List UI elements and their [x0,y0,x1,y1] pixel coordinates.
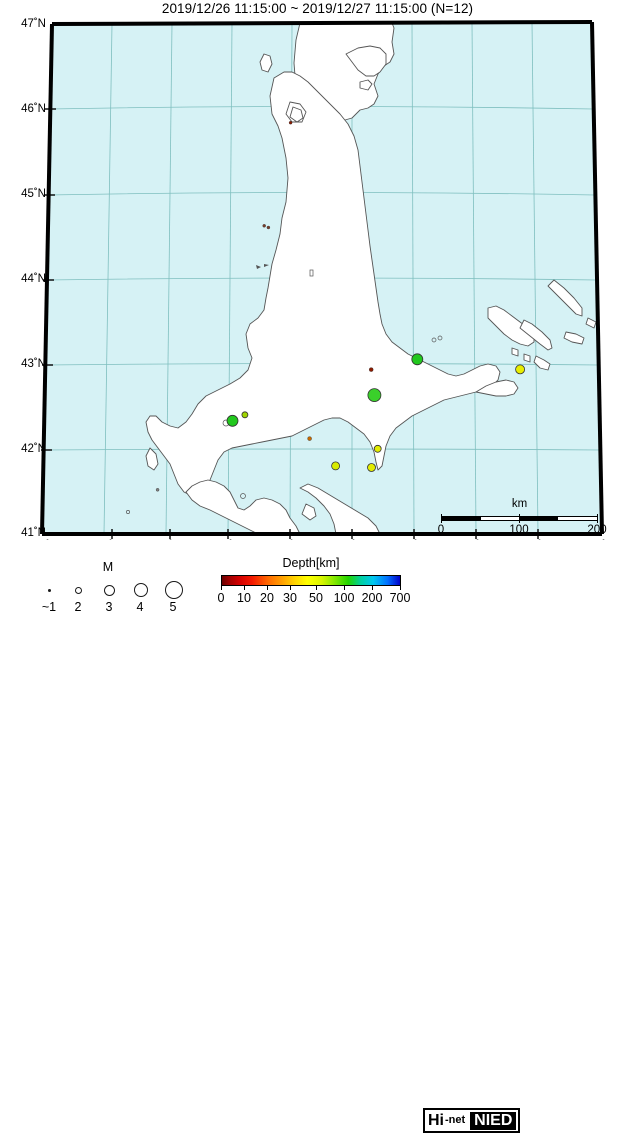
coast-detail-marks [126,264,443,514]
scale-tick-200: 200 [587,524,607,536]
honshu-aomori [185,479,301,535]
earthquake-marker[interactable] [515,364,525,375]
depth-label-700: 700 [389,591,411,605]
depth-label-100: 100 [333,591,355,605]
logo-net-text: -net [445,1114,466,1126]
earthquake-marker[interactable] [307,436,312,441]
depth-legend-title: Depth[km] [282,556,340,570]
okushiri-island [145,447,159,471]
earthquake-marker[interactable] [288,120,293,125]
page-title: 2019/12/26 11:15:00 ~ 2019/12/27 11:15:0… [161,1,474,16]
scale-bar: km 0 100 200 [437,498,607,540]
magnitude-label-5: 5 [169,600,177,614]
sakhalin-east-lobe [345,45,387,77]
magnitude-label-3: 3 [105,600,113,614]
depth-label-50: 50 [309,591,323,605]
scale-unit-label: km [511,498,528,510]
earthquake-marker[interactable] [367,463,376,472]
earthquake-marker[interactable] [331,461,341,471]
magnitude-symbol-4 [134,583,148,597]
sea-islet [289,106,304,123]
earthquake-marker[interactable] [369,367,374,372]
lat-label-46: 46˚N [21,103,46,115]
magnitude-symbol-2 [75,587,82,594]
magnitude-label-4: 4 [136,600,144,614]
depth-label-20: 20 [260,591,274,605]
etorofu-island [547,279,583,317]
lat-label-45: 45˚N [21,188,46,200]
earthquake-marker[interactable] [411,353,424,366]
scale-tick-0: 0 [437,524,445,536]
magnitude-legend-title: M [102,560,114,574]
depth-label-30: 30 [283,591,297,605]
depth-label-10: 10 [237,591,251,605]
magnitude-symbol-5 [165,581,183,599]
map-panel[interactable]: 47˚N 46˚N 45˚N 44˚N 43˚N 42˚N 41˚N 138˚E… [0,18,635,552]
depth-legend: Depth[km] 0 10 20 30 50 100 200 700 [216,556,411,610]
magnitude-label-2: 2 [74,600,82,614]
kunashiri-island [519,319,553,351]
kuril-islet-small-1 [563,331,585,345]
magnitude-legend: M ~1 2 3 4 5 [28,560,188,614]
depth-label-0: 0 [217,591,225,605]
magnitude-symbol-1 [48,589,51,592]
magnitude-label-1: ~1 [41,600,57,614]
lat-label-43: 43˚N [21,358,46,370]
seismicity-map[interactable] [0,18,635,540]
earthquake-marker[interactable] [226,414,239,427]
legend-band: M ~1 2 3 4 5 Depth[km] 0 10 20 30 50 100… [0,540,635,1133]
kuril-islet-small-2 [585,317,597,329]
logo-nied-text: NIED [468,1111,519,1130]
magnitude-symbol-3 [104,585,115,596]
frame-ticks [41,108,539,539]
lat-label-44: 44˚N [21,273,46,285]
earthquake-marker[interactable] [262,224,266,228]
scale-tick-100: 100 [509,524,529,536]
lat-label-47: 47˚N [21,18,46,30]
honshu-islet [301,503,317,521]
earthquake-marker[interactable] [155,488,160,492]
habomai-islet-2 [511,347,519,357]
lat-label-42: 42˚N [21,443,46,455]
shikotan-island [533,355,551,371]
earthquake-marker[interactable] [241,411,249,419]
earthquake-markers[interactable] [155,120,525,492]
landmass-group [145,22,597,535]
hokkaido-land [145,71,501,497]
earthquake-marker[interactable] [266,225,271,230]
shimokita-peninsula [299,483,381,535]
earthquake-marker[interactable] [367,388,382,403]
depth-label-200: 200 [361,591,383,605]
sakhalin-islet-a [359,79,373,91]
logo-hi-text: Hi [428,1111,444,1129]
hinet-nied-logo: Hi -net NIED [423,1108,521,1133]
earthquake-marker[interactable] [373,444,382,453]
depth-color-bar [221,575,401,586]
habomai-islet-1 [523,353,531,363]
nemuro-peninsula [475,379,519,397]
lat-label-41: 41˚N [21,527,46,539]
rebun-island [259,53,273,73]
